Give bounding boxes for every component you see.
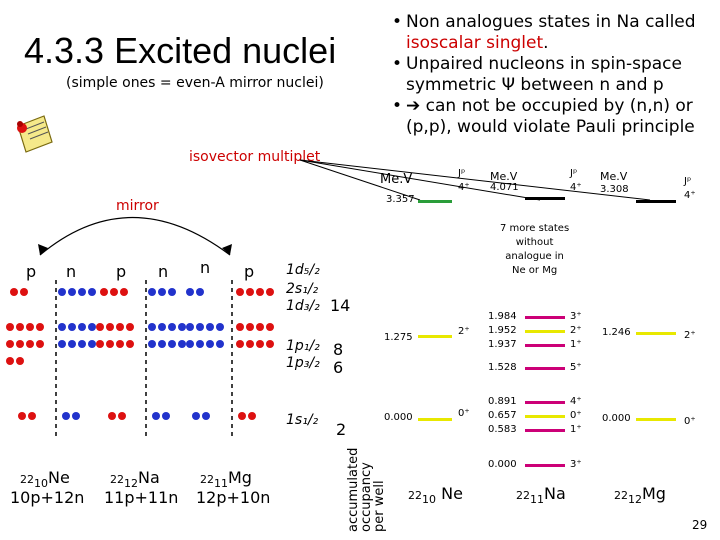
na-level-jp-0583: 1⁺ (570, 424, 582, 435)
page-title: 4.3.3 Excited nuclei (24, 30, 337, 71)
level-scheme-na-label: 2211Na (516, 484, 566, 507)
ne-level-energy-4: 3.357 (386, 194, 415, 205)
jp-header-ne: Jᵖ (458, 168, 466, 179)
ne-level-4 (418, 200, 452, 203)
proton-header-ne: p (26, 262, 37, 281)
bullet-1: Non analogues states in Na called isosca… (392, 12, 717, 54)
na-level-0891 (525, 401, 565, 404)
level-scheme-ne-label: 2210 Ne (408, 484, 463, 507)
na-level-energy-0891: 0.891 (488, 396, 517, 407)
orbital-1d32: 1d₃/₂ (286, 298, 320, 314)
mg-level-0 (636, 418, 676, 421)
na-level-1528 (525, 367, 565, 370)
na-level-0583 (525, 429, 565, 432)
ne-level-jp-4: 4⁺ (458, 182, 470, 193)
mg-level-jp-4: 4⁺ (684, 190, 696, 201)
jp-header-mg: Jᵖ (684, 176, 692, 187)
nucleus-na-composition: 11p+11n (104, 488, 179, 507)
jp-header-na: Jᵖ (570, 168, 578, 179)
orbital-1p12: 1p₁/₂ (286, 338, 320, 354)
page-subtitle: (simple ones = even-A mirror nuclei) (66, 75, 324, 91)
proton-header-na: p (116, 262, 127, 281)
nucleus-mg-label: 2211Mg (200, 468, 252, 491)
mg-level-4 (636, 200, 676, 203)
na-level-4071 (525, 197, 565, 200)
bullet-3: ➔ can not be occupied by (n,n) or (p,p),… (392, 96, 717, 138)
bullet-list: Non analogues states in Na called isosca… (392, 12, 717, 138)
orbital-1s12: 1s₁/₂ (286, 412, 319, 428)
mirror-label: mirror (116, 198, 159, 214)
shell-model-wells (6, 280, 274, 440)
na-level-0000 (525, 464, 565, 467)
mg-level-energy-2: 1.246 (602, 327, 631, 338)
notepad-icon (17, 115, 53, 153)
more-states-note: 7 more states without analogue in Ne or … (500, 223, 570, 276)
orbital-2s12: 2s₁/₂ (286, 281, 319, 297)
mev-header-na: Me.V (490, 170, 518, 183)
na-level-jp-1528: 5⁺ (570, 362, 582, 373)
na-level-jp-0000: 3⁺ (570, 459, 582, 470)
ne-level-jp-2: 2⁺ (458, 326, 470, 337)
na-level-0657 (525, 415, 565, 418)
nucleus-na-label: 2212Na (110, 468, 160, 491)
ne-level-energy-2: 1.275 (384, 332, 413, 343)
na-level-1952 (525, 330, 565, 333)
neutron-header-ne: n (66, 262, 77, 281)
orbital-1d52: 1d₅/₂ (286, 262, 320, 278)
na-level-energy-0000: 0.000 (488, 459, 517, 470)
ne-level-jp-0: 0⁺ (458, 408, 470, 419)
na-level-jp-4071: 4⁺ (570, 182, 582, 193)
orbital-1p32: 1p₃/₂ (286, 355, 320, 371)
mg-level-jp-2: 2⁺ (684, 330, 696, 341)
neutron-header-mg: n (200, 258, 211, 277)
nucleus-ne-label: 2210Ne (20, 468, 70, 491)
mev-header-mg: Me.V (600, 170, 628, 183)
mg-level-jp-0: 0⁺ (684, 416, 696, 427)
na-level-energy-1952: 1.952 (488, 325, 517, 336)
magic-14: 14 (330, 296, 351, 315)
magic-6: 6 (333, 358, 344, 377)
na-level-energy-0657: 0.657 (488, 410, 517, 421)
bullet-2: Unpaired nucleons in spin-space symmetri… (392, 54, 717, 96)
na-level-energy-1984: 1.984 (488, 311, 517, 322)
magic-2: 2 (336, 420, 347, 439)
na-level-jp-0657: 0⁺ (570, 410, 582, 421)
na-level-energy-4071: 4.071 (490, 182, 519, 193)
neutron-header-na: n (158, 262, 169, 281)
accumulated-occupancy-label: accumulated occupancy per well (346, 447, 387, 532)
nucleus-mg-composition: 12p+10n (196, 488, 271, 507)
na-level-jp-1952: 2⁺ (570, 325, 582, 336)
page-number: 29 (692, 518, 708, 532)
mg-level-energy-4: 3.308 (600, 184, 629, 195)
na-level-jp-1937: 1⁺ (570, 339, 582, 350)
na-level-energy-1528: 1.528 (488, 362, 517, 373)
mev-header-ne: Me.V (380, 172, 413, 187)
na-level-energy-0583: 0.583 (488, 424, 517, 435)
na-level-1937 (525, 344, 565, 347)
magic-8: 8 (333, 340, 344, 359)
nucleus-ne-composition: 10p+12n (10, 488, 85, 507)
na-level-jp-1984: 3⁺ (570, 311, 582, 322)
isovector-label: isovector multiplet (189, 149, 321, 165)
ne-level-energy-0: 0.000 (384, 412, 413, 423)
proton-header-mg: p (244, 262, 255, 281)
mg-level-2 (636, 332, 676, 335)
na-level-jp-0891: 4⁺ (570, 396, 582, 407)
na-level-energy-1937: 1.937 (488, 339, 517, 350)
ne-level-0 (418, 418, 452, 421)
mg-level-energy-0: 0.000 (602, 413, 631, 424)
na-level-1984 (525, 316, 565, 319)
ne-level-2 (418, 335, 452, 338)
level-scheme-mg-label: 2212Mg (614, 484, 666, 507)
